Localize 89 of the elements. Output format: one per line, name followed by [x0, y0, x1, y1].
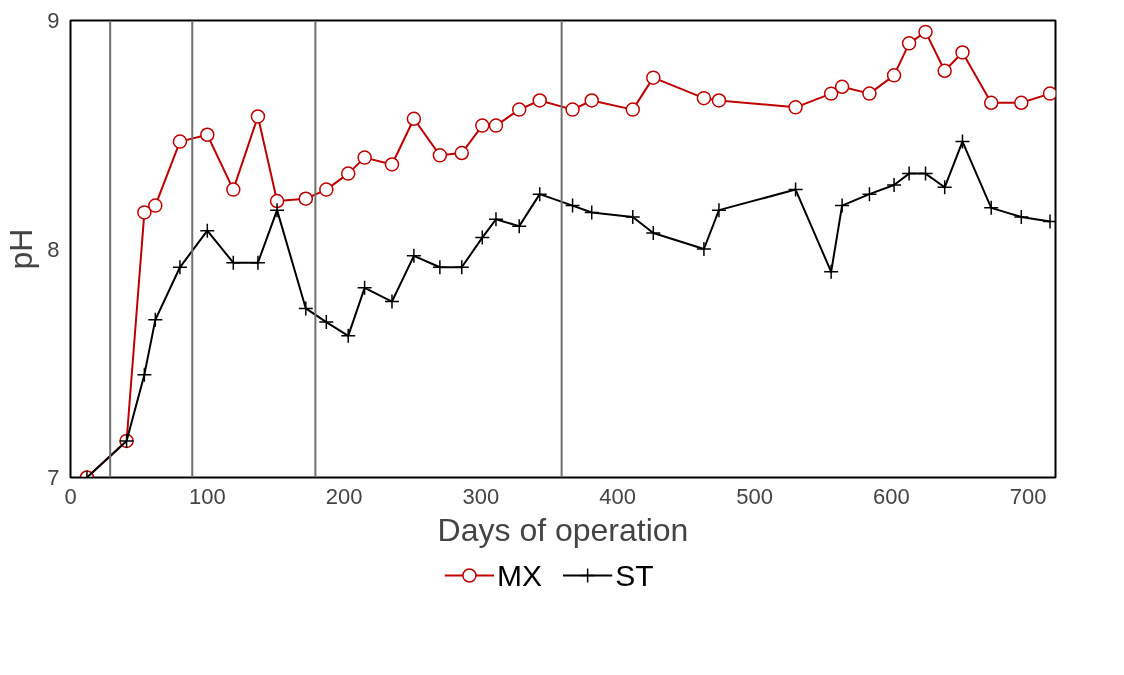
x-tick-label: 200	[325, 483, 363, 509]
point	[711, 93, 727, 108]
point	[565, 102, 580, 117]
point	[298, 300, 314, 317]
point	[788, 100, 803, 115]
point	[454, 259, 470, 276]
point	[983, 95, 999, 110]
point	[917, 165, 934, 182]
point	[454, 145, 470, 161]
point	[937, 63, 952, 79]
point	[696, 241, 712, 257]
point	[823, 264, 839, 280]
y-tick-label: 9	[47, 8, 60, 33]
point	[901, 36, 917, 51]
legend-label: MX	[497, 559, 543, 592]
point	[406, 248, 422, 264]
point	[356, 280, 373, 296]
point	[584, 93, 599, 108]
point	[384, 157, 400, 172]
point	[645, 225, 662, 241]
point	[862, 86, 877, 101]
point	[901, 165, 917, 182]
point	[511, 218, 527, 234]
point	[148, 198, 163, 213]
point	[625, 209, 641, 225]
point	[918, 24, 933, 40]
point	[432, 259, 448, 276]
point	[269, 202, 285, 218]
point	[564, 197, 581, 214]
point	[1014, 95, 1029, 110]
point	[357, 150, 372, 165]
point	[1042, 213, 1056, 230]
point	[474, 229, 491, 246]
x-tick-label: 100	[188, 483, 226, 509]
y-tick-label: 7	[47, 465, 60, 490]
point	[432, 148, 448, 163]
point	[147, 312, 164, 328]
point	[531, 186, 548, 202]
point	[172, 259, 188, 276]
x-tick-label: 600	[872, 483, 910, 509]
point	[226, 182, 241, 197]
point	[983, 200, 999, 216]
point	[172, 134, 188, 149]
point	[384, 293, 400, 310]
point	[861, 186, 878, 202]
point	[298, 191, 314, 206]
point	[137, 205, 152, 220]
point	[886, 177, 902, 193]
point	[269, 193, 285, 209]
point	[340, 328, 356, 344]
point	[340, 166, 356, 181]
y-tick-label: 8	[47, 236, 60, 262]
point	[488, 211, 504, 228]
point	[583, 204, 600, 221]
point	[834, 197, 850, 214]
point	[319, 182, 334, 197]
point	[488, 118, 504, 133]
point	[823, 86, 839, 101]
point	[318, 314, 335, 330]
point	[936, 179, 953, 196]
point	[646, 70, 661, 85]
point	[136, 366, 153, 383]
legend-label: ST	[615, 559, 654, 592]
point	[834, 79, 850, 94]
point	[200, 127, 215, 142]
point	[696, 90, 712, 106]
point	[250, 109, 266, 124]
x-tick-label: 700	[1009, 483, 1047, 509]
point	[1013, 209, 1030, 225]
point	[511, 102, 527, 117]
point	[199, 222, 216, 239]
point	[711, 202, 727, 218]
x-axis-title: Days of operation	[437, 511, 689, 548]
point	[954, 133, 971, 150]
point	[225, 254, 242, 271]
y-axis-title: pH	[3, 228, 40, 270]
point	[886, 68, 902, 83]
point	[406, 111, 422, 126]
point	[1042, 86, 1056, 101]
x-tick-label: 500	[736, 483, 773, 509]
point	[532, 93, 547, 108]
x-tick-label: 300	[462, 483, 500, 509]
point	[250, 254, 266, 271]
point	[955, 45, 970, 60]
point	[475, 118, 490, 133]
point	[787, 181, 804, 198]
point	[625, 102, 641, 117]
x-tick-label: 400	[599, 483, 637, 509]
x-tick-label: 0	[64, 483, 77, 509]
